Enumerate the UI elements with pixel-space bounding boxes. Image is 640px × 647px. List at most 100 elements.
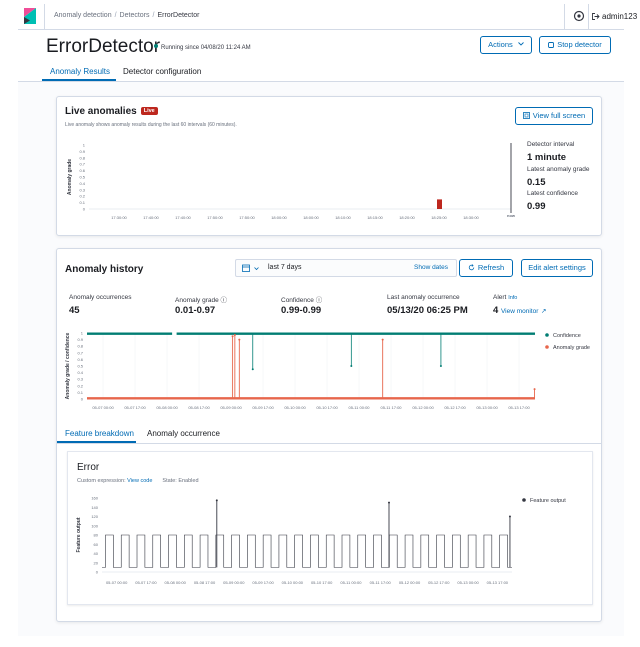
y-tick-label: 1: [81, 331, 84, 336]
x-tick-label: 05-07 00:00: [92, 405, 114, 410]
live-subtitle: Live anomaly shows anomaly results durin…: [65, 122, 237, 128]
actions-button[interactable]: Actions: [480, 36, 532, 54]
x-tick-label: 05-09 17:00: [252, 405, 274, 410]
anomaly-point: [238, 338, 241, 341]
y-tick-label: 1: [83, 143, 86, 148]
y-axis-title: Anomaly grade: [67, 159, 73, 195]
edit-alert-settings-button[interactable]: Edit alert settings: [521, 259, 593, 277]
info-icon[interactable]: ⓘ: [220, 297, 228, 304]
legend-swatch: [545, 333, 549, 337]
live-badge: Live: [140, 107, 158, 115]
x-tick-label: 18:00:00: [271, 215, 287, 220]
stat-label: Anomaly grade ⓘ: [175, 294, 227, 304]
tab-feature-breakdown[interactable]: Feature breakdown: [65, 429, 134, 438]
feature-name: Error: [77, 462, 100, 473]
y-tick-label: 0.9: [79, 149, 85, 154]
x-tick-label: 05-12 17:00: [428, 580, 450, 585]
y-tick-label: 160: [91, 496, 98, 501]
tab-detector-configuration[interactable]: Detector configuration: [123, 67, 202, 76]
legend-swatch: [545, 345, 549, 349]
external-link-icon[interactable]: ↗: [541, 308, 547, 315]
date-picker[interactable]: last 7 days Show dates: [235, 259, 457, 277]
y-tick-label: 0.8: [77, 344, 83, 349]
view-full-screen-button[interactable]: View full screen: [515, 107, 593, 125]
y-tick-label: 0.8: [79, 155, 85, 160]
info-icon[interactable]: ⓘ: [315, 297, 323, 304]
tab-anomaly-results[interactable]: Anomaly Results: [50, 67, 111, 76]
legend-swatch: [522, 498, 526, 502]
breadcrumb-anomaly-detection[interactable]: Anomaly detection: [54, 12, 112, 19]
alert-label: Alert Info: [493, 294, 517, 301]
status-text: Running since 04/08/20 11:24 AM: [161, 45, 251, 51]
feature-panel: Error Custom expression: View code State:…: [67, 451, 593, 605]
x-tick-label: 05-07 00:00: [106, 580, 128, 585]
active-tab-indicator: [42, 79, 116, 81]
y-axis-title: Feature output: [76, 517, 82, 552]
date-range-text: last 7 days: [268, 264, 302, 271]
confidence-point: [439, 365, 442, 367]
logout-icon: [592, 13, 600, 20]
view-monitor-link[interactable]: View monitor: [500, 308, 539, 315]
anomaly-history-chart: 10.9 0.80.7 0.6 0.50.4 0.30.2 0.1 0 05-07 00:00…: [65, 331, 590, 411]
x-tick-label: 05-13 17:00: [487, 580, 509, 585]
y-tick-label: 0.3: [79, 187, 85, 192]
refresh-label: Refresh: [477, 263, 505, 272]
x-tick-label: 05-13 00:00: [476, 405, 498, 410]
y-tick-label: 0.4: [79, 181, 85, 186]
feature-state: State: Enabled: [162, 478, 199, 484]
anomaly-history-title: Anomaly history: [65, 264, 144, 275]
alert-count: 4: [493, 305, 499, 316]
stop-detector-button[interactable]: Stop detector: [539, 36, 611, 54]
x-tick-label: 05-07 17:00: [124, 405, 146, 410]
live-anomalies-title: Live anomalies Live: [65, 106, 158, 117]
y-tick-label: 0: [83, 207, 86, 212]
view-code-link[interactable]: View code: [127, 478, 153, 484]
actions-label: Actions: [488, 40, 513, 49]
y-tick-label: 0.4: [77, 370, 83, 375]
y-tick-label: 0.6: [77, 357, 83, 362]
legend-label: Anomaly grade: [553, 345, 590, 351]
main-content: ErrorDetector Running since 04/08/20 11:…: [18, 30, 624, 636]
live-stat-label: Latest anomaly grade: [527, 166, 590, 173]
x-tick-label: 05-13 17:00: [508, 405, 530, 410]
x-tick-label: 17:40:00: [175, 215, 191, 220]
anomaly-point: [381, 338, 384, 341]
x-tick-label: 05-11 00:00: [340, 580, 362, 585]
feature-point: [215, 499, 218, 502]
x-tick-label: 05-12 00:00: [412, 405, 434, 410]
refresh-button[interactable]: Refresh: [459, 259, 513, 277]
anomaly-point: [231, 335, 234, 338]
calendar-icon[interactable]: [242, 264, 251, 272]
x-tick-label: 05-11 17:00: [380, 405, 402, 410]
x-tick-label: 05-08 17:00: [188, 405, 210, 410]
y-tick-label: 60: [94, 542, 99, 547]
feature-expression: Custom expression: View code State: Enabl…: [77, 478, 199, 484]
live-stat-label: Detector interval: [527, 141, 575, 148]
x-tick-label: 17:50:00: [239, 215, 255, 220]
y-tick-label: 0.7: [77, 350, 83, 355]
help-icon[interactable]: [573, 10, 585, 22]
x-tick-label: 18:25:00: [431, 215, 447, 220]
breadcrumb-detectors[interactable]: Detectors: [119, 12, 150, 19]
live-stat-value: 0.99: [527, 201, 546, 212]
user-menu[interactable]: admin123: [592, 12, 637, 21]
y-tick-label: 0.1: [79, 200, 85, 205]
chevron-down-icon: [518, 42, 524, 46]
subtab-divider: [57, 443, 601, 444]
stat-value: 0.99-0.99: [281, 305, 322, 316]
y-tick-label: 20: [94, 560, 99, 565]
show-dates-link[interactable]: Show dates: [414, 264, 448, 271]
anomaly-point: [533, 388, 536, 391]
y-tick-label: 0.7: [79, 162, 85, 167]
breadcrumb-separator: /: [114, 12, 117, 19]
alert-info-link[interactable]: Info: [508, 295, 518, 301]
view-full-screen-label: View full screen: [532, 111, 586, 120]
y-tick-label: 0: [96, 570, 99, 575]
tab-anomaly-occurrence[interactable]: Anomaly occurrence: [147, 429, 220, 438]
anomaly-point: [233, 333, 236, 336]
page-title: ErrorDetector: [46, 36, 161, 57]
x-tick-label: 05-08 17:00: [194, 580, 216, 585]
feature-output-line: [102, 534, 512, 568]
kibana-logo-icon[interactable]: [24, 8, 36, 24]
x-tick-label: 05-11 17:00: [370, 580, 392, 585]
